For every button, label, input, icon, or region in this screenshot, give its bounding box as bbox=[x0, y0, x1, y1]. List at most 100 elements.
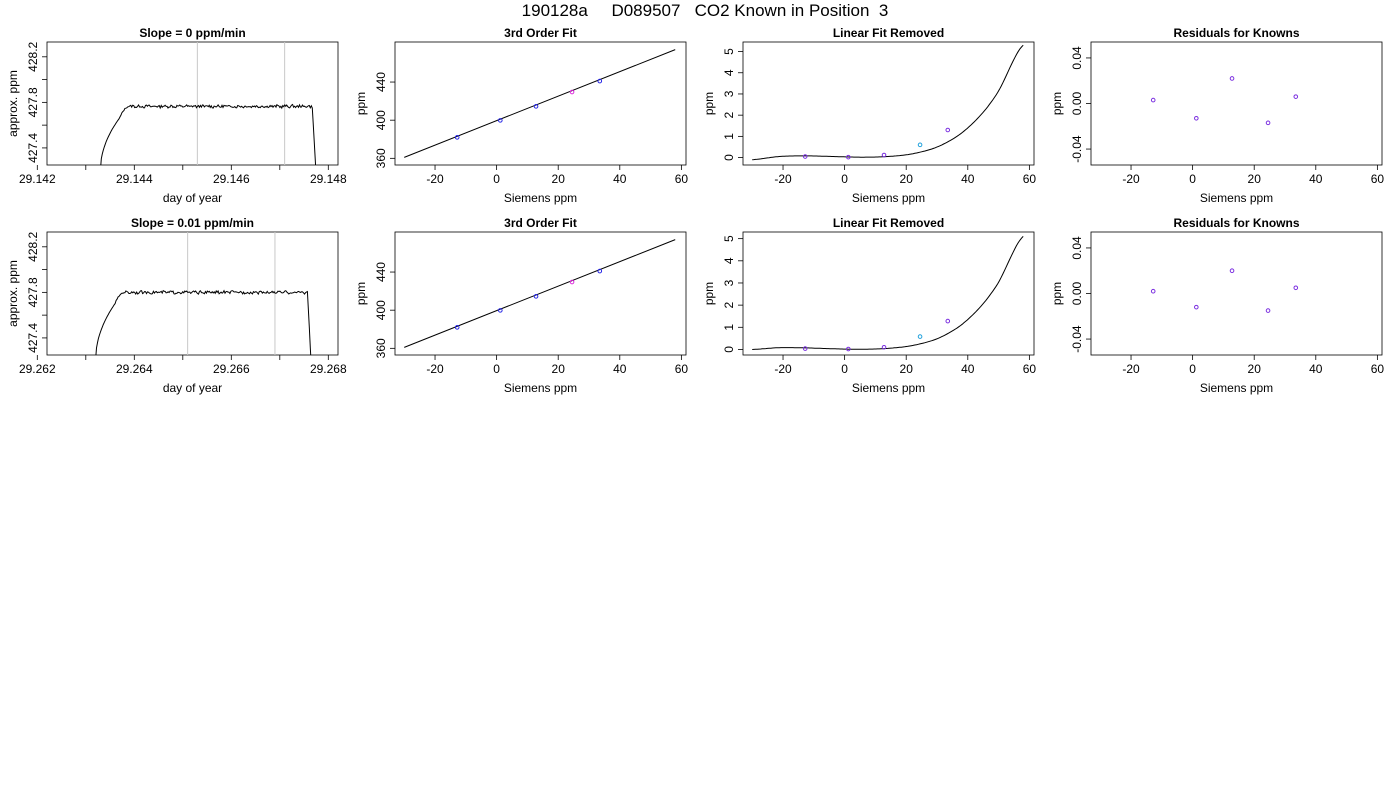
data-point bbox=[846, 346, 851, 352]
y-tick-label: 0.00 bbox=[1070, 281, 1084, 305]
data-point bbox=[454, 325, 460, 330]
x-tick-label: 0 bbox=[493, 362, 500, 376]
y-tick-label: 440 bbox=[374, 72, 388, 92]
data-point bbox=[1150, 288, 1156, 294]
chart-panel-4: Residuals for Knowns -20 0 20 40 60 -0.04 0.00 0… bbox=[1050, 26, 1384, 205]
y-axis-label: ppm bbox=[354, 92, 368, 115]
y-tick-label: 2 bbox=[722, 112, 736, 119]
x-tick-label: 0 bbox=[841, 362, 848, 376]
data-point bbox=[945, 127, 951, 133]
data-point bbox=[498, 118, 503, 123]
x-tick-label: 0 bbox=[841, 172, 848, 186]
data-point bbox=[1150, 97, 1156, 103]
x-axis-label: Siemens ppm bbox=[852, 381, 925, 395]
fit-curve bbox=[752, 44, 1024, 161]
data-point bbox=[1293, 94, 1299, 99]
plot-area bbox=[1150, 76, 1299, 126]
y-tick-label: 0.00 bbox=[1070, 91, 1084, 115]
x-tick-label: -20 bbox=[774, 172, 792, 186]
y-tick-label: 428.2 bbox=[26, 41, 40, 71]
y-tick-label: 3 bbox=[722, 90, 736, 97]
data-point bbox=[597, 268, 603, 274]
y-tick-label: 440 bbox=[374, 262, 388, 282]
y-tick-label: 427.8 bbox=[26, 87, 40, 117]
chart-panel-7: Linear Fit Removed -20 0 20 40 60 0 1 2 3 4 5 Siemen… bbox=[702, 216, 1036, 395]
x-axis-label: day of year bbox=[163, 381, 222, 395]
y-tick-label: 3 bbox=[722, 279, 736, 286]
data-point bbox=[1265, 308, 1271, 313]
x-tick-label: -20 bbox=[774, 362, 792, 376]
plot-area bbox=[752, 44, 1024, 161]
x-tick-label: 20 bbox=[1248, 362, 1262, 376]
y-tick-label: 5 bbox=[722, 235, 736, 242]
plot-area bbox=[95, 232, 312, 355]
x-axis-label: Siemens ppm bbox=[1200, 191, 1273, 205]
x-tick-label: -20 bbox=[426, 362, 444, 376]
x-tick-label: 20 bbox=[552, 172, 566, 186]
x-tick-label: 29.144 bbox=[116, 172, 153, 186]
y-tick-label: -0.04 bbox=[1070, 325, 1084, 353]
data-point bbox=[569, 89, 575, 95]
chart-panel-3: Linear Fit Removed -20 0 20 40 60 0 1 2 3 4 5 Siemen… bbox=[702, 26, 1036, 205]
y-tick-label: 427.8 bbox=[26, 277, 40, 307]
data-point bbox=[917, 142, 923, 148]
x-tick-label: 40 bbox=[961, 172, 975, 186]
data-point bbox=[881, 152, 887, 158]
x-tick-label: 40 bbox=[961, 362, 975, 376]
x-tick-label: 20 bbox=[1248, 172, 1262, 186]
y-axis-label: ppm bbox=[702, 282, 716, 305]
panel-title: Slope = 0.01 ppm/min bbox=[131, 216, 254, 230]
x-tick-label: 40 bbox=[613, 172, 627, 186]
data-point bbox=[533, 294, 539, 299]
panel-title: 3rd Order Fit bbox=[504, 26, 577, 40]
y-tick-label: 5 bbox=[722, 48, 736, 55]
x-tick-label: 0 bbox=[493, 172, 500, 186]
chart-panel-2: 3rd Order Fit -20 0 20 40 60 360 400 440 Siemens … bbox=[354, 26, 688, 205]
plot-frame bbox=[1090, 231, 1383, 356]
concentration-trace bbox=[100, 103, 317, 165]
data-point bbox=[1293, 285, 1299, 291]
y-tick-label: 1 bbox=[722, 133, 736, 140]
x-tick-label: 29.262 bbox=[19, 362, 56, 376]
plot-frame bbox=[394, 41, 687, 166]
panel-title: Residuals for Knowns bbox=[1173, 216, 1299, 230]
fit-line bbox=[404, 49, 676, 158]
plot-area bbox=[404, 239, 676, 348]
plot-frame bbox=[394, 231, 687, 356]
panel-title: Slope = 0 ppm/min bbox=[139, 26, 245, 40]
data-point bbox=[846, 154, 851, 160]
y-tick-label: 360 bbox=[374, 338, 388, 358]
panel-title: Residuals for Knowns bbox=[1173, 26, 1299, 40]
x-tick-label: -20 bbox=[1122, 172, 1140, 186]
x-tick-label: 20 bbox=[900, 172, 914, 186]
y-tick-label: 0 bbox=[722, 346, 736, 353]
fit-line bbox=[404, 239, 676, 348]
y-tick-label: 4 bbox=[722, 257, 736, 264]
x-tick-label: 60 bbox=[675, 362, 689, 376]
data-point bbox=[498, 308, 503, 313]
x-tick-label: 40 bbox=[1309, 172, 1323, 186]
chart-panel-8: Residuals for Knowns -20 0 20 40 60 -0.04 0.00 0… bbox=[1050, 216, 1384, 395]
y-tick-label: 427.4 bbox=[26, 323, 40, 353]
x-tick-label: 60 bbox=[1023, 362, 1037, 376]
data-point bbox=[1194, 304, 1199, 310]
y-tick-label: 1 bbox=[722, 324, 736, 331]
x-tick-label: 0 bbox=[1189, 362, 1196, 376]
y-axis-label: ppm bbox=[1050, 282, 1064, 305]
data-point bbox=[569, 279, 575, 285]
y-tick-label: 0 bbox=[722, 154, 736, 161]
y-tick-label: 2 bbox=[722, 301, 736, 308]
chart-panel-5: Slope = 0.01 ppm/min 29.262 29.264 29.266 29… bbox=[6, 216, 347, 395]
panel-title: 3rd Order Fit bbox=[504, 216, 577, 230]
y-tick-label: 360 bbox=[374, 148, 388, 168]
plot-frame bbox=[742, 231, 1035, 356]
x-tick-label: 40 bbox=[613, 362, 627, 376]
data-point bbox=[802, 154, 808, 159]
plot-area bbox=[404, 49, 676, 158]
x-tick-label: 0 bbox=[1189, 172, 1196, 186]
y-axis-label: approx. ppm bbox=[6, 70, 20, 137]
x-tick-label: 60 bbox=[1371, 172, 1385, 186]
x-axis-label: Siemens ppm bbox=[504, 381, 577, 395]
y-tick-label: 4 bbox=[722, 69, 736, 76]
